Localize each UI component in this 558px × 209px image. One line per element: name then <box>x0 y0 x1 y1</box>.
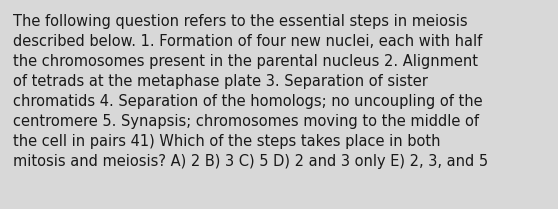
Text: The following question refers to the essential steps in meiosis
described below.: The following question refers to the ess… <box>13 14 488 169</box>
